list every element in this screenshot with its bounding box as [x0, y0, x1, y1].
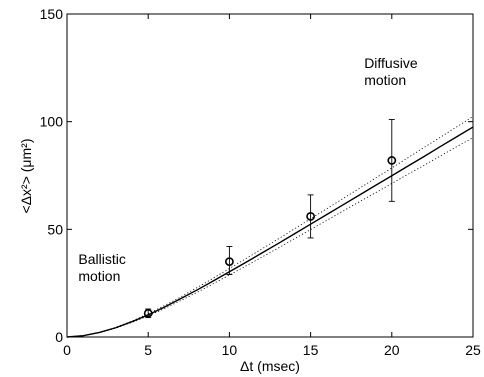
annotation-line: motion	[78, 268, 120, 284]
data-point	[306, 212, 315, 221]
tick-labels: 0 5 10 15 20 25 0 50 100 150	[40, 6, 481, 358]
fit-curve	[66, 126, 474, 338]
annotation-line: Diffusive	[364, 55, 418, 71]
y-tick-label: 150	[40, 6, 64, 22]
x-tick-label: 5	[144, 342, 152, 358]
y-tick-label: 0	[55, 329, 63, 345]
fit-lower-bound	[66, 137, 474, 338]
x-tick-label: 25	[465, 342, 481, 358]
x-tick-label: 20	[384, 342, 400, 358]
fit-upper-bound	[66, 116, 474, 338]
data-point	[143, 308, 153, 318]
y-tick-label: 100	[40, 114, 64, 130]
data-point	[224, 257, 234, 267]
x-tick-label: 10	[222, 342, 238, 358]
data-point	[387, 156, 397, 165]
fit-curve-group	[66, 126, 474, 338]
x-tick-label: 0	[63, 342, 71, 358]
annotation-diffusive: Diffusive motion	[364, 55, 418, 88]
annotation-ballistic: Ballistic motion	[78, 251, 125, 284]
fit-confidence-bands	[66, 116, 474, 338]
y-tick-label: 50	[47, 221, 63, 237]
y-axis-label: <Δx²> (μm²)	[18, 139, 34, 214]
axis-ticks	[66, 13, 474, 338]
error-bars	[145, 119, 395, 319]
x-axis-label: Δt (msec)	[240, 358, 300, 374]
x-tick-label: 15	[303, 342, 319, 358]
annotation-line: Ballistic	[78, 251, 125, 267]
data-points	[143, 156, 397, 318]
annotation-line: motion	[364, 72, 406, 88]
